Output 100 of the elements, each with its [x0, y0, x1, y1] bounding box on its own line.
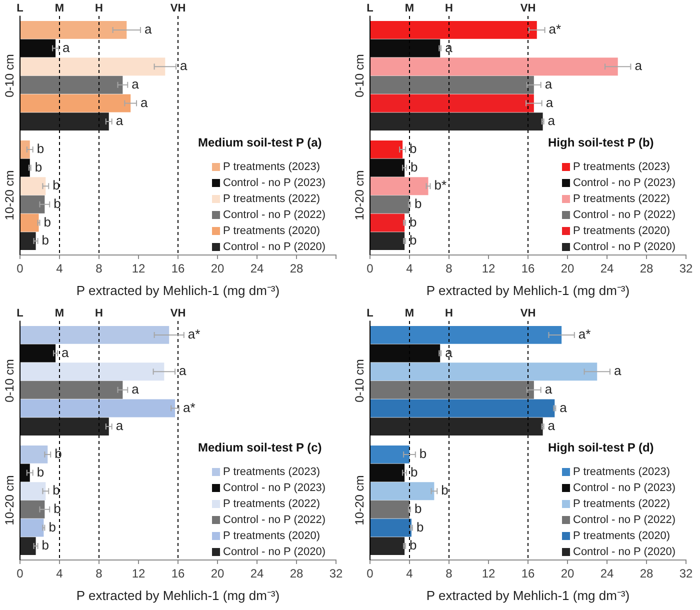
legend-title: High soil-test P (d) — [548, 440, 654, 454]
data-label: a — [116, 113, 124, 128]
data-label: a* — [188, 326, 200, 342]
data-label: a — [132, 381, 140, 396]
data-label: b — [52, 482, 60, 498]
x-tick-label: 8 — [96, 566, 103, 581]
x-tick-label: 16 — [171, 566, 185, 581]
data-label: b — [42, 538, 50, 553]
legend-label: Control - no P (2023) — [573, 482, 676, 494]
legend-label: Control - no P (2023) — [573, 177, 676, 190]
legend-label: P treatments (2020) — [573, 530, 670, 542]
data-label: a — [614, 363, 622, 378]
legend-label: P treatments (2020) — [573, 225, 670, 238]
x-tick-label: 0 — [366, 566, 374, 581]
data-label: b — [410, 538, 417, 553]
data-label: b* — [434, 178, 447, 193]
y-tick-label: 0-10 cm — [352, 54, 366, 98]
x-tick-label: 0 — [16, 262, 24, 276]
x-axis-title: P extracted by Mehlich-1 (mg dm⁻³) — [426, 282, 630, 298]
y-tick-label: 0-10 cm — [2, 54, 16, 98]
legend-title: High soil-test P (b) — [548, 135, 654, 150]
data-label: b — [410, 214, 417, 230]
x-tick-label: 16 — [521, 262, 535, 276]
legend-label: Control - no P (2023) — [223, 482, 326, 494]
x-tick-label: 24 — [250, 566, 264, 581]
ref-line-label: L — [366, 2, 374, 15]
ref-line-label: H — [95, 308, 104, 320]
legend-label: Control - no P (2020) — [573, 241, 676, 254]
y-tick-label: 0-10 cm — [352, 359, 366, 402]
ref-line-label: H — [95, 2, 104, 15]
data-label: b — [410, 159, 418, 174]
data-label: b — [54, 446, 62, 462]
data-label: b — [410, 232, 417, 248]
data-label: a — [634, 58, 643, 74]
y-tick-label: 10-20 cm — [352, 475, 366, 526]
legend-label: P treatments (2020) — [223, 225, 320, 238]
ref-line-label: VH — [520, 308, 536, 320]
x-tick-label: 28 — [640, 566, 654, 581]
legend-label: P treatments (2022) — [573, 193, 670, 206]
x-tick-label: 12 — [132, 566, 146, 581]
ref-line-label: VH — [520, 2, 536, 15]
legend-label: Control - no P (2020) — [573, 546, 676, 558]
y-tick-label: 10-20 cm — [2, 170, 16, 220]
x-tick-label: 24 — [600, 566, 614, 581]
x-tick-label: 12 — [482, 566, 496, 581]
x-tick-label: 20 — [210, 262, 224, 276]
x-tick-label: 8 — [96, 262, 103, 276]
data-label: a — [132, 76, 140, 92]
data-label: a — [144, 22, 152, 37]
data-label: a* — [578, 326, 591, 342]
data-label: a — [548, 418, 556, 434]
data-label: b — [419, 446, 427, 462]
y-tick-label: 0-10 cm — [2, 359, 16, 402]
legend-label: Control - no P (2022) — [223, 514, 326, 526]
legend-label: Control - no P (2023) — [223, 177, 326, 190]
data-label: b — [410, 141, 417, 156]
data-label: b — [52, 178, 60, 193]
legend-label: P treatments (2020) — [223, 530, 320, 542]
data-label: a — [548, 113, 556, 128]
ref-line-label: L — [366, 308, 374, 320]
x-tick-label: 20 — [210, 566, 224, 581]
x-axis-title: P extracted by Mehlich-1 (mg dm⁻³) — [426, 588, 630, 603]
data-label: b — [414, 500, 422, 516]
x-tick-label: 28 — [640, 262, 654, 276]
legend-label: P treatments (2022) — [223, 193, 320, 206]
data-label: a — [560, 400, 568, 415]
x-tick-label: 12 — [132, 262, 146, 276]
legend-title: Medium soil-test P (a) — [198, 135, 322, 150]
legend-label: P treatments (2023) — [573, 161, 670, 174]
ref-line-label: M — [404, 308, 414, 320]
legend-label: P treatments (2023) — [223, 161, 320, 174]
data-label: b — [410, 464, 418, 480]
x-tick-label: 20 — [560, 262, 574, 276]
data-label: a — [546, 94, 554, 110]
data-label: a — [62, 40, 71, 55]
data-label: a — [544, 76, 553, 92]
x-tick-label: 28 — [290, 566, 304, 581]
ref-line-label: L — [16, 308, 24, 320]
x-tick-label: 20 — [560, 566, 574, 581]
data-label: b — [44, 214, 51, 230]
ref-line-label: VH — [170, 2, 186, 15]
x-tick-label: 12 — [482, 262, 496, 276]
data-label: b — [36, 464, 44, 480]
data-label: b — [414, 196, 422, 211]
x-axis-title: P extracted by Mehlich-1 (mg dm⁻³) — [76, 588, 280, 603]
x-tick-label: 16 — [171, 262, 185, 276]
data-label: a — [445, 40, 454, 55]
data-label: b — [36, 141, 44, 156]
ref-line-label: H — [445, 2, 454, 15]
x-tick-label: 16 — [521, 566, 535, 581]
ref-line-label: M — [404, 2, 414, 15]
data-label: b — [416, 519, 424, 534]
data-label: a — [445, 344, 454, 360]
data-label: b — [42, 232, 50, 248]
data-label: b — [34, 159, 42, 174]
data-label: a — [544, 381, 553, 396]
ref-line-label: L — [16, 2, 24, 15]
x-tick-label: 32 — [679, 262, 693, 276]
data-label: a — [62, 344, 70, 360]
y-tick-label: 10-20 cm — [2, 475, 16, 526]
